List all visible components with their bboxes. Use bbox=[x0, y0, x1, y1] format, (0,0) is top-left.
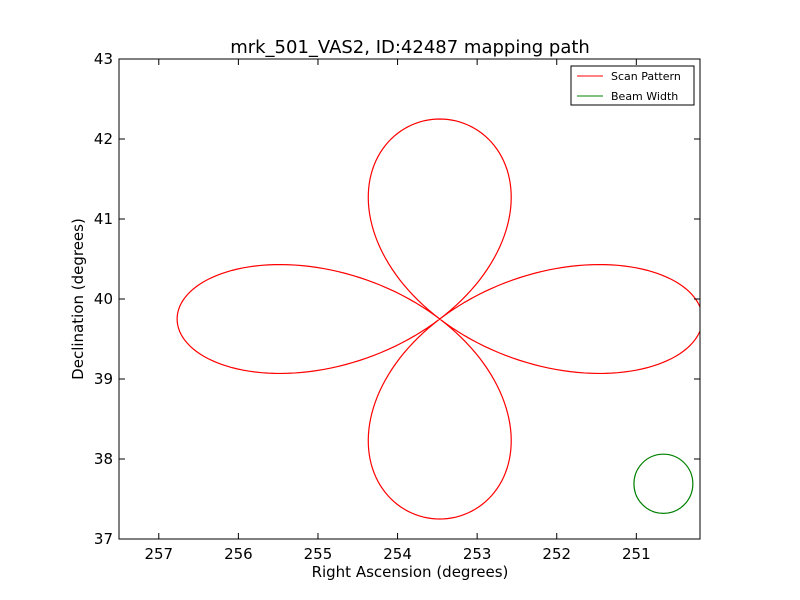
x-tick-label: 252 bbox=[542, 545, 571, 563]
x-tick-label: 253 bbox=[463, 545, 492, 563]
legend: Scan Pattern Beam Width bbox=[570, 65, 695, 106]
scan-pattern-line bbox=[176, 118, 700, 520]
beam-width-circle bbox=[633, 453, 694, 514]
legend-scan-pattern-label: Scan Pattern bbox=[611, 70, 681, 83]
y-tick-label: 38 bbox=[94, 450, 113, 468]
plot-area bbox=[176, 118, 700, 520]
x-axis-label: Right Ascension (degrees) bbox=[312, 563, 509, 581]
y-tick-label: 40 bbox=[94, 290, 113, 308]
y-tick-label: 42 bbox=[94, 130, 113, 148]
x-axis: 257 256 255 254 253 252 251 bbox=[144, 59, 651, 563]
x-tick-label: 256 bbox=[224, 545, 253, 563]
y-tick-label: 39 bbox=[94, 370, 113, 388]
x-tick-label: 254 bbox=[383, 545, 412, 563]
y-tick-label: 37 bbox=[94, 530, 113, 548]
y-tick-label: 41 bbox=[94, 210, 113, 228]
x-tick-label: 257 bbox=[144, 545, 173, 563]
y-tick-label: 43 bbox=[94, 50, 113, 68]
x-tick-label: 251 bbox=[622, 545, 651, 563]
y-axis: 37 38 39 40 41 42 43 bbox=[94, 50, 700, 548]
chart-title: mrk_501_VAS2, ID:42487 mapping path bbox=[230, 37, 590, 58]
legend-box bbox=[570, 65, 695, 106]
y-axis-label: Declination (degrees) bbox=[69, 218, 87, 380]
legend-beam-width-label: Beam Width bbox=[611, 90, 678, 103]
x-tick-label: 255 bbox=[304, 545, 333, 563]
